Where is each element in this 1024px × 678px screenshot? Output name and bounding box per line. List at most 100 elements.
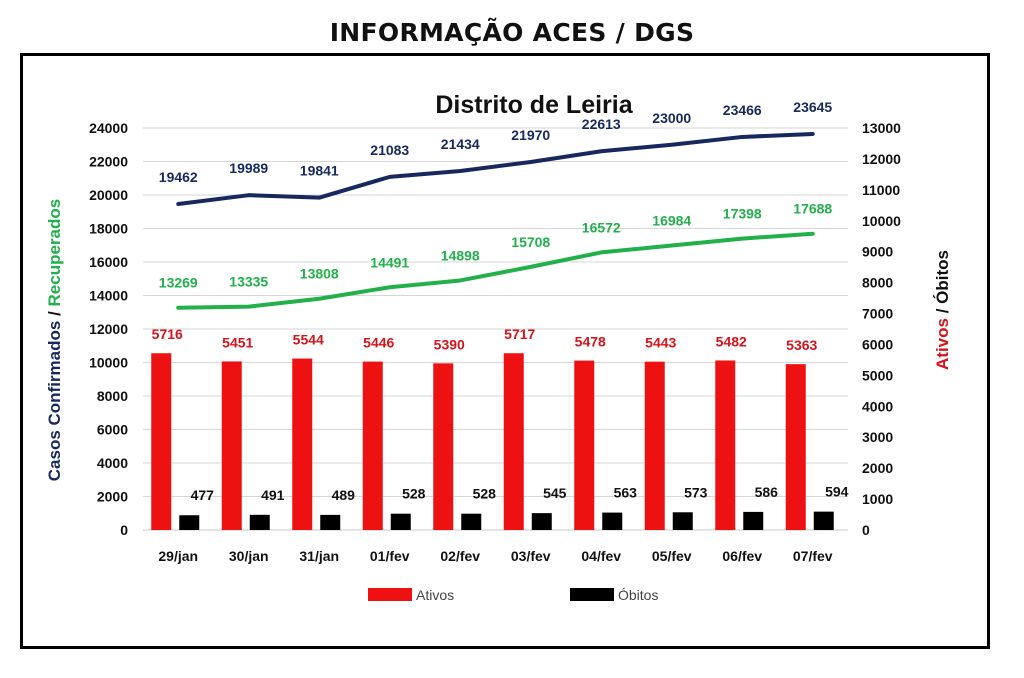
- category-label: 01/fev: [370, 548, 410, 564]
- left-axis-label-part: /: [45, 306, 64, 320]
- category-label: 30/jan: [229, 548, 269, 564]
- left-tick-label: 12000: [89, 321, 128, 337]
- bar-obitos: [320, 514, 341, 530]
- left-tick-label: 22000: [89, 154, 128, 170]
- bar-ativos: [433, 363, 454, 530]
- recuperados-data-label: 17398: [723, 206, 762, 222]
- confirmados-data-label: 19841: [300, 163, 339, 179]
- left-tick-label: 6000: [97, 422, 128, 438]
- bar-obitos: [179, 515, 200, 530]
- ativos-data-label: 5478: [575, 334, 606, 350]
- left-tick-label: 24000: [89, 120, 128, 136]
- obitos-data-label: 573: [684, 484, 708, 500]
- category-label: 05/fev: [652, 548, 692, 564]
- bar-ativos: [644, 361, 665, 530]
- bar-ativos: [362, 361, 383, 530]
- obitos-data-label: 528: [402, 486, 426, 502]
- bar-ativos: [221, 361, 242, 530]
- left-axis-label-part: Recuperados: [45, 199, 64, 307]
- category-label: 07/fev: [793, 548, 833, 564]
- right-tick-label: 1000: [862, 491, 893, 507]
- left-tick-label: 10000: [89, 355, 128, 371]
- bar-obitos: [672, 512, 693, 530]
- bar-obitos: [813, 511, 834, 530]
- obitos-data-label: 477: [191, 487, 215, 503]
- legend-label-ativos: Ativos: [416, 587, 454, 603]
- bar-obitos: [531, 513, 552, 530]
- bar-ativos: [574, 360, 595, 530]
- left-tick-label: 0: [120, 522, 128, 538]
- category-label: 31/jan: [299, 548, 339, 564]
- confirmados-data-label: 19462: [159, 169, 198, 185]
- right-tick-label: 3000: [862, 429, 893, 445]
- ativos-data-label: 5443: [645, 335, 676, 351]
- ativos-data-label: 5363: [786, 337, 817, 353]
- ativos-data-label: 5717: [504, 326, 535, 342]
- recuperados-data-label: 16984: [652, 213, 691, 229]
- right-tick-label: 8000: [862, 275, 893, 291]
- ativos-data-label: 5482: [716, 333, 747, 349]
- bar-ativos: [503, 353, 524, 530]
- category-label: 04/fev: [581, 548, 621, 564]
- obitos-data-label: 489: [332, 487, 356, 503]
- recuperados-data-label: 13335: [229, 274, 268, 290]
- recuperados-data-label: 17688: [793, 201, 832, 217]
- bar-obitos: [743, 511, 764, 530]
- legend-swatch-ativos: [368, 588, 412, 601]
- confirmados-data-label: 19989: [229, 160, 268, 176]
- left-axis-label-part: Casos Confirmados: [45, 321, 64, 482]
- left-tick-label: 8000: [97, 388, 128, 404]
- recuperados-data-label: 15708: [511, 234, 550, 250]
- obitos-data-label: 545: [543, 485, 567, 501]
- ativos-data-label: 5390: [434, 336, 465, 352]
- category-label: 03/fev: [511, 548, 551, 564]
- confirmados-data-label: 21970: [511, 127, 550, 143]
- bar-ativos: [715, 360, 736, 530]
- obitos-data-label: 563: [614, 485, 638, 501]
- right-tick-label: 12000: [862, 151, 901, 167]
- bar-obitos: [461, 513, 482, 530]
- obitos-data-label: 586: [755, 484, 779, 500]
- recuperados-data-label: 13269: [159, 275, 198, 291]
- left-tick-label: 2000: [97, 489, 128, 505]
- left-tick-label: 20000: [89, 187, 128, 203]
- right-tick-label: 0: [862, 522, 870, 538]
- chart-title: Distrito de Leiria: [435, 91, 633, 119]
- confirmados-data-label: 23000: [652, 110, 691, 126]
- recuperados-data-label: 14491: [370, 254, 409, 270]
- category-label: 06/fev: [722, 548, 762, 564]
- bar-ativos: [785, 364, 806, 530]
- left-tick-label: 14000: [89, 288, 128, 304]
- bar-ativos: [151, 353, 172, 530]
- recuperados-data-label: 16572: [582, 219, 621, 235]
- right-axis-label-part: /: [933, 304, 952, 318]
- ativos-data-label: 5544: [293, 332, 324, 348]
- confirmados-data-label: 23466: [723, 102, 762, 118]
- right-tick-label: 4000: [862, 398, 893, 414]
- bar-obitos: [249, 514, 270, 530]
- left-tick-label: 4000: [97, 455, 128, 471]
- right-tick-label: 2000: [862, 460, 893, 476]
- left-axis-label: Casos Confirmados / Recuperados: [45, 199, 64, 481]
- right-tick-label: 6000: [862, 336, 893, 352]
- bar-obitos: [390, 513, 411, 530]
- right-axis-label-part: Óbitos: [933, 250, 952, 304]
- right-tick-label: 5000: [862, 367, 893, 383]
- line-recuperados: [176, 231, 815, 310]
- obitos-data-label: 528: [473, 486, 497, 502]
- confirmados-data-label: 21434: [441, 136, 480, 152]
- confirmados-data-label: 21083: [370, 142, 409, 158]
- confirmados-data-label: 23645: [793, 99, 832, 115]
- page-title: INFORMAÇÃO ACES / DGS: [329, 18, 695, 47]
- legend-label-obitos: Óbitos: [618, 587, 658, 603]
- left-tick-label: 18000: [89, 221, 128, 237]
- ativos-data-label: 5451: [222, 334, 253, 350]
- ativos-data-label: 5716: [152, 326, 183, 342]
- right-tick-label: 10000: [862, 213, 901, 229]
- recuperados-data-label: 14898: [441, 247, 480, 263]
- ativos-data-label: 5446: [363, 335, 394, 351]
- right-tick-label: 11000: [862, 182, 900, 198]
- right-axis-label: Ativos / Óbitos: [933, 250, 952, 370]
- right-axis-label-part: Ativos: [933, 318, 952, 370]
